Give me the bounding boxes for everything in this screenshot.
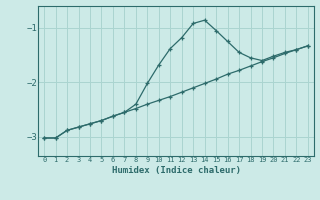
X-axis label: Humidex (Indice chaleur): Humidex (Indice chaleur)	[111, 166, 241, 175]
